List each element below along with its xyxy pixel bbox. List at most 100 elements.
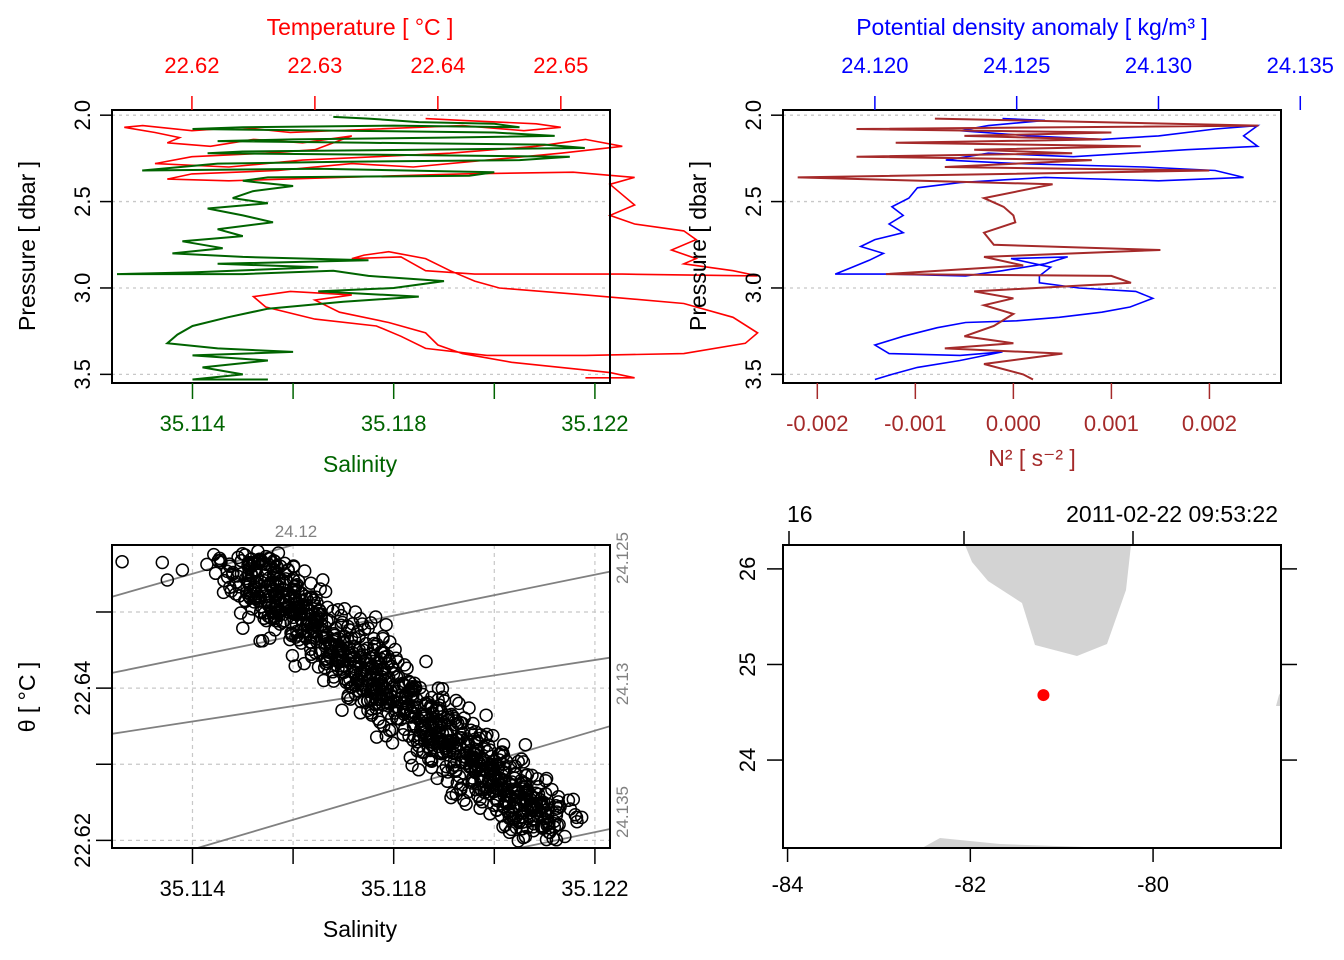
- top-axis-density: 24.120 24.125 24.130 24.135: [841, 53, 1334, 110]
- data-point: [406, 733, 420, 748]
- data-point: [459, 753, 473, 768]
- data-point: [289, 618, 304, 632]
- data-point: [348, 605, 363, 619]
- data-point: [337, 671, 352, 686]
- data-point: [229, 587, 243, 601]
- plot-frame: [111, 109, 611, 384]
- data-point: [299, 630, 313, 645]
- data-point: [402, 729, 416, 743]
- y-tick-label: 22.62: [70, 813, 95, 868]
- data-point: [288, 659, 302, 673]
- data-point: [538, 773, 553, 788]
- data-point: [254, 584, 269, 598]
- data-point: [551, 790, 566, 804]
- data-point: [335, 703, 349, 717]
- data-point: [452, 696, 466, 711]
- data-point: [271, 572, 286, 587]
- data-point: [368, 610, 383, 624]
- y-tick-label: 2.0: [741, 100, 766, 131]
- data-point: [311, 660, 326, 674]
- data-point: [441, 765, 455, 779]
- y-tick-label: 3.5: [741, 359, 766, 390]
- data-point: [372, 697, 387, 711]
- data-point: [308, 619, 323, 633]
- data-point: [160, 573, 175, 587]
- data-point: [222, 559, 237, 573]
- isopycnal-label: 24.135: [613, 786, 632, 838]
- data-point: [412, 731, 426, 745]
- data-point: [424, 760, 439, 775]
- data-point: [413, 713, 427, 728]
- data-point: [341, 653, 356, 667]
- data-point: [484, 764, 499, 779]
- x-tick-label: 35.118: [361, 876, 427, 901]
- land-layer: [922, 545, 1281, 848]
- data-point: [241, 610, 256, 625]
- data-point: [376, 646, 391, 660]
- bottom-tick-label: -0.001: [884, 411, 946, 436]
- data-point: [441, 708, 455, 722]
- data-point: [283, 632, 297, 647]
- top-axis-title: Temperature [ °C ]: [267, 14, 454, 40]
- data-point: [318, 584, 333, 599]
- data-point: [341, 674, 355, 689]
- land-polygon-florida: [965, 545, 1131, 656]
- data-point: [419, 654, 433, 669]
- data-point: [397, 705, 412, 720]
- data-point: [317, 630, 331, 644]
- data-point: [284, 602, 298, 617]
- data-point: [238, 593, 252, 608]
- series-line-salinity: [116, 115, 585, 381]
- series-line-temperature: [124, 117, 759, 379]
- isopycnal-line: [519, 828, 611, 849]
- data-point: [419, 696, 433, 710]
- grid-lines: [112, 114, 610, 376]
- data-point: [270, 587, 285, 602]
- data-point: [465, 771, 480, 785]
- x-axis-salinity: 35.114 35.118 35.122: [160, 848, 629, 901]
- data-point: [539, 832, 554, 847]
- isopycnal-labels: 24.12 24.125 24.13 24.135: [275, 522, 632, 838]
- y-axis-title: Pressure [ dbar ]: [685, 161, 711, 331]
- bottom-tick-label: 35.118: [361, 411, 427, 436]
- data-point: [436, 690, 450, 704]
- data-point: [518, 768, 533, 783]
- data-point: [518, 829, 533, 844]
- data-point: [502, 796, 516, 810]
- data-point: [264, 600, 278, 615]
- data-point: [334, 608, 348, 623]
- data-point: [439, 759, 454, 774]
- bottom-tick-label: 0.000: [986, 411, 1041, 436]
- data-point: [397, 722, 412, 736]
- data-point: [478, 785, 492, 800]
- data-point: [290, 577, 304, 592]
- grid-lines: [783, 114, 1281, 376]
- data-point: [379, 617, 393, 632]
- data-point: [420, 714, 435, 728]
- data-point: [354, 669, 369, 683]
- data-point: [211, 554, 225, 568]
- data-point: [405, 758, 419, 773]
- data-point: [478, 730, 493, 744]
- data-point: [483, 772, 498, 786]
- bottom-axis-salinity: 35.114 35.118 35.122: [160, 383, 629, 436]
- bottom-tick-label: 0.002: [1182, 411, 1237, 436]
- data-point: [269, 559, 284, 573]
- land-polygon-cuba: [922, 838, 1085, 848]
- top-tick-label: 24.120: [841, 53, 908, 78]
- data-point: [290, 628, 305, 642]
- data-point: [231, 550, 245, 565]
- data-point: [449, 693, 463, 708]
- y-tick-label: 3.0: [70, 273, 95, 304]
- data-point: [429, 716, 444, 730]
- top-tick-label: 22.65: [533, 53, 588, 78]
- data-point: [403, 750, 418, 765]
- y-tick-label: 2.0: [70, 100, 95, 131]
- y-tick-label: 24: [735, 748, 760, 772]
- data-point: [411, 763, 426, 777]
- top-tick-label: 22.64: [410, 53, 465, 78]
- data-point: [450, 776, 465, 790]
- data-point: [570, 814, 584, 829]
- top-tick-label: 22.63: [287, 53, 342, 78]
- data-point: [384, 684, 398, 699]
